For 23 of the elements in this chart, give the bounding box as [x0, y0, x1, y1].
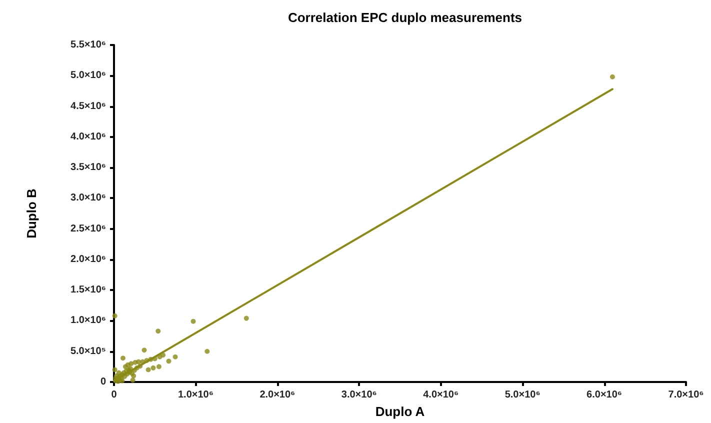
- y-tick-label: 0: [100, 376, 106, 388]
- x-axis-title: Duplo A: [375, 404, 426, 419]
- y-tick-label: 4.5×10⁶: [70, 100, 106, 112]
- y-tick-label: 5.5×10⁶: [70, 40, 106, 50]
- x-tick-label: 3.0×10⁶: [341, 390, 377, 400]
- y-tick-label: 5.0×10⁵: [70, 346, 106, 357]
- y-tick-label: 3.5×10⁶: [70, 162, 106, 174]
- y-tick-label: 4.0×10⁶: [70, 131, 106, 142]
- y-axis-title: Duplo B: [24, 188, 39, 238]
- chart-title: Correlation EPC duplo measurements: [288, 10, 522, 25]
- x-tick-label: 4.0×10⁶: [423, 390, 459, 400]
- y-tick-label: 1.0×10⁶: [70, 315, 106, 326]
- x-tick-label: 2.0×10⁶: [260, 390, 296, 400]
- x-tick-label: 1.0×10⁶: [178, 390, 214, 400]
- x-tick-label: 5.0×10⁶: [504, 390, 540, 400]
- y-tick-label: 2.5×10⁶: [70, 223, 106, 234]
- x-tick-label: 7.0×10⁶: [668, 390, 704, 400]
- y-tick-label: 2.0×10⁶: [70, 254, 106, 265]
- x-tick-label: 6.0×10⁶: [586, 390, 622, 400]
- y-tick-label: 3.0×10⁶: [70, 192, 106, 204]
- y-tick-label: 1.5×10⁶: [70, 284, 106, 296]
- y-tick-label: 5.0×10⁶: [70, 70, 106, 82]
- x-tick-label: 0: [111, 390, 118, 400]
